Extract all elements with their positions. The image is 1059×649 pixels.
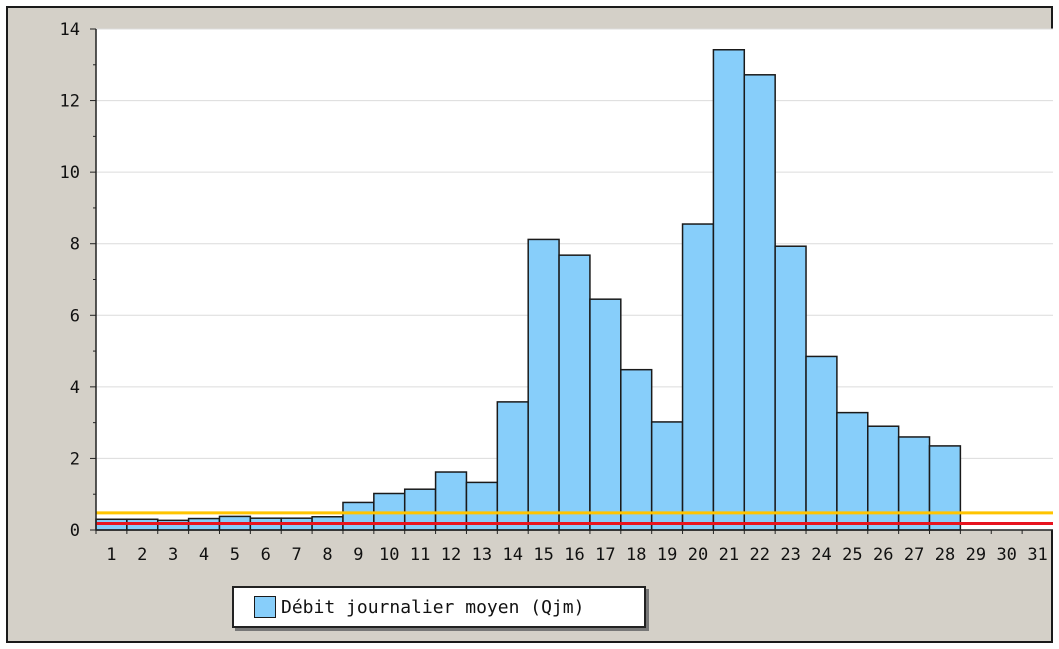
chart-frame: 0 2 4 6 8 10 12 14 1 2 3 4 5 6 7 8 9 10 11 12 13 14 15 16 17 18 1… xyxy=(6,6,1054,643)
x-tick-label: 14 xyxy=(503,545,523,565)
x-tick-label: 4 xyxy=(199,545,209,565)
bar-day-27 xyxy=(897,436,931,531)
reference-lines xyxy=(96,511,1053,526)
x-tick-label: 5 xyxy=(230,545,240,565)
y-tick-label: 0 xyxy=(70,521,80,541)
x-tick-label: 28 xyxy=(935,545,955,565)
x-tick-label: 13 xyxy=(472,545,492,565)
x-tick-label: 7 xyxy=(292,545,302,565)
x-tick-label: 11 xyxy=(410,545,430,565)
x-tick-label: 9 xyxy=(353,545,363,565)
x-tick-label: 15 xyxy=(533,545,553,565)
bar-day-17 xyxy=(589,298,622,531)
bar-day-3 xyxy=(156,519,190,531)
x-tick-label: 18 xyxy=(626,545,646,565)
bar-day-12 xyxy=(434,471,468,531)
bar-day-9 xyxy=(342,501,375,531)
axes xyxy=(90,28,1053,534)
legend-label: Débit journalier moyen (Qjm) xyxy=(281,596,585,618)
bar-day-20 xyxy=(681,223,715,531)
y-tick-label: 2 xyxy=(70,449,80,469)
bar-day-22 xyxy=(743,74,776,531)
x-tick-label: 30 xyxy=(996,545,1016,565)
x-tick-label: 29 xyxy=(966,545,986,565)
bar-day-24 xyxy=(805,355,838,531)
x-tick-label: 17 xyxy=(595,545,615,565)
bar-day-16 xyxy=(558,254,591,531)
bar-day-26 xyxy=(867,425,900,531)
x-tick-label: 24 xyxy=(811,545,831,565)
y-tick-label: 6 xyxy=(70,306,80,326)
x-tick-label: 31 xyxy=(1027,545,1047,565)
x-tick-label: 21 xyxy=(719,545,739,565)
y-tick-label: 10 xyxy=(60,163,80,183)
legend: Débit journalier moyen (Qjm) xyxy=(232,586,646,628)
x-tick-label: 23 xyxy=(780,545,800,565)
bar-day-25 xyxy=(836,411,869,531)
x-tick-label: 27 xyxy=(904,545,924,565)
x-tick-label: 2 xyxy=(137,545,147,565)
x-tick-label: 16 xyxy=(564,545,584,565)
x-tick-label: 8 xyxy=(322,545,332,565)
x-tick-label: 3 xyxy=(168,545,178,565)
bar-day-23 xyxy=(774,245,807,531)
x-tick-label: 26 xyxy=(873,545,893,565)
bar-day-14 xyxy=(496,401,529,531)
y-tick-label: 14 xyxy=(60,20,80,40)
legend-swatch xyxy=(254,596,276,618)
bar-day-28 xyxy=(928,445,962,531)
y-tick-label: 8 xyxy=(70,235,80,255)
bar-day-21 xyxy=(712,49,746,531)
x-tick-label: 6 xyxy=(261,545,271,565)
x-tick-label: 22 xyxy=(749,545,769,565)
x-tick-label: 20 xyxy=(688,545,708,565)
y-tick-labels: 0 2 4 6 8 10 12 14 xyxy=(60,20,80,541)
x-tick-label: 1 xyxy=(106,545,116,565)
x-tick-label: 12 xyxy=(441,545,461,565)
x-tick-label: 10 xyxy=(379,545,399,565)
bar-day-15 xyxy=(527,238,560,531)
bar-day-18 xyxy=(620,368,653,531)
x-tick-label: 25 xyxy=(842,545,862,565)
x-tick-labels: 1 2 3 4 5 6 7 8 9 10 11 12 13 14 15 16 17 18 19 20 21 22 23 24 2… xyxy=(106,545,1047,565)
x-tick-label: 19 xyxy=(657,545,677,565)
y-tick-label: 4 xyxy=(70,378,80,398)
y-tick-label: 12 xyxy=(60,92,80,112)
